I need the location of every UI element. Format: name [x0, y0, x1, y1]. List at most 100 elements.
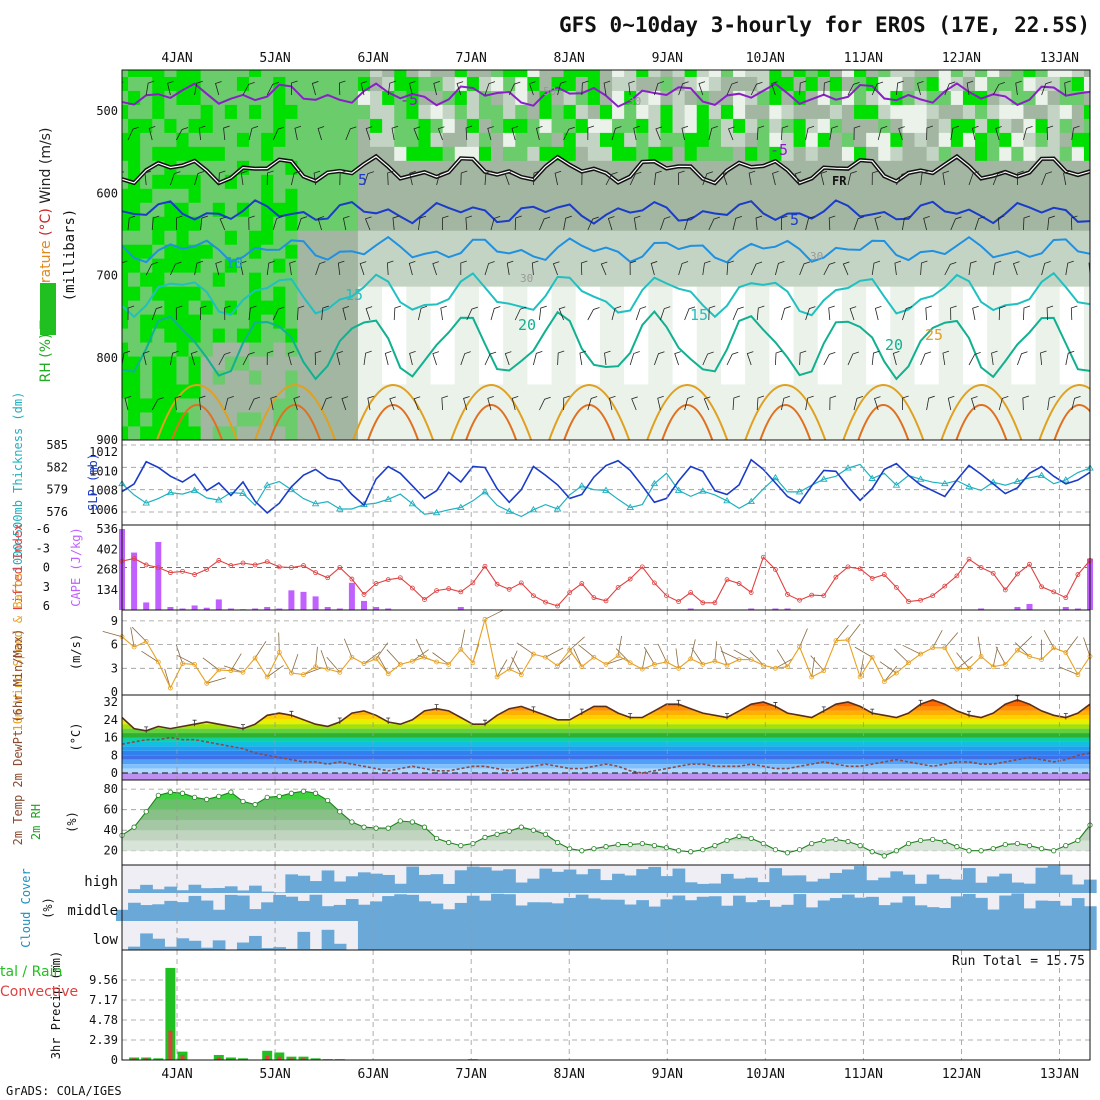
rh-cell	[176, 202, 190, 218]
thickness-marker	[481, 488, 489, 495]
upper-wind-barb	[698, 81, 706, 96]
rh-cell	[878, 384, 891, 400]
wind-barb	[643, 646, 655, 665]
rh-cell	[1011, 118, 1025, 134]
rh-cell	[406, 356, 420, 372]
upper-wind-barb	[871, 260, 881, 276]
rh-cell	[478, 70, 492, 78]
upper-wind-barb	[587, 396, 598, 411]
rh-cell	[902, 286, 916, 302]
rh-cell	[708, 202, 722, 218]
rh-cell	[926, 300, 940, 316]
wind-barb	[879, 661, 897, 674]
rh-cell	[122, 216, 129, 232]
temp-ylabel-unit: (°C)	[69, 723, 83, 752]
rh-cell	[975, 146, 988, 162]
rh-cell	[430, 174, 444, 190]
rh-cell	[357, 230, 371, 246]
rh-marker	[760, 840, 766, 847]
rh-cell	[575, 188, 589, 204]
rh-marker	[603, 844, 609, 850]
rh-cell	[781, 132, 795, 148]
upper-wind-barb	[487, 126, 494, 141]
temp-line	[121, 698, 1091, 732]
rh-cell	[1047, 132, 1061, 148]
wind-barb	[995, 646, 1006, 665]
rh-cell	[890, 258, 904, 274]
rh-cell	[418, 202, 432, 218]
rh-cell	[140, 286, 153, 302]
lifted-index-marker	[724, 577, 730, 583]
rh-cell	[793, 118, 807, 134]
rh-cell	[938, 132, 952, 148]
rh-cell	[539, 132, 553, 148]
upper-wind-barb	[363, 350, 372, 366]
rh-cell	[1035, 272, 1049, 288]
precip-convective-bar	[144, 1058, 149, 1060]
rh-cell	[854, 174, 867, 190]
rh-cell	[563, 76, 577, 92]
rh-cell	[406, 70, 420, 78]
rh-marker	[724, 837, 730, 844]
upper-wind-barb	[198, 395, 206, 411]
rh-cell	[684, 342, 698, 358]
rh-cell	[926, 356, 940, 372]
rh-cell	[999, 412, 1012, 428]
wind-barb	[944, 632, 959, 649]
cape-bar	[131, 552, 138, 610]
rh-cell	[382, 300, 395, 316]
rh-marker	[518, 824, 524, 830]
rh-cell	[1059, 104, 1073, 120]
rh-cell	[1071, 384, 1085, 400]
rh-cell	[122, 258, 129, 274]
rh-cell	[261, 70, 274, 78]
rh-cell	[950, 384, 964, 400]
upper-wind-barb	[799, 80, 807, 96]
rh-cell	[636, 76, 649, 92]
cloud-cover-bar	[1071, 884, 1085, 893]
wind-barb	[675, 648, 679, 669]
rh-cell	[720, 300, 734, 316]
rh-cell	[612, 328, 625, 344]
isotherm-25-arch	[450, 384, 533, 440]
rh-cell	[975, 76, 988, 92]
rh-cell	[321, 76, 335, 92]
rh-cell	[648, 244, 662, 260]
rh-marker	[966, 848, 972, 854]
rh-cell	[648, 286, 662, 302]
rh-cell	[128, 146, 141, 162]
rh-cell	[321, 258, 335, 274]
wind-speed-marker	[470, 660, 476, 666]
rh-cell	[890, 132, 904, 148]
temp-minmax-bar	[434, 704, 439, 711]
lifted-index-marker	[458, 589, 464, 595]
rh-cell	[406, 286, 420, 302]
date-label-bottom: 13JAN	[1040, 1067, 1079, 1082]
rh-cell	[672, 398, 686, 414]
rh-cell	[357, 244, 371, 260]
rh-cell	[733, 118, 746, 134]
upper-wind-barb	[1071, 395, 1081, 411]
rh-cell	[1083, 90, 1090, 106]
cloud-cover-bar	[370, 921, 383, 950]
y-tick-label: 134	[96, 583, 118, 597]
rh-cell	[430, 356, 444, 372]
rh-cell	[515, 132, 528, 148]
date-label-bottom: 7JAN	[455, 1067, 486, 1082]
cloud-cover-bar	[914, 921, 928, 950]
cloud-cover-bar	[757, 882, 770, 893]
rh-cell	[442, 188, 456, 204]
cloud-cover-bar	[333, 904, 347, 921]
rh-cell	[297, 272, 311, 288]
thickness-marker	[602, 486, 610, 493]
rh-cell	[817, 146, 831, 162]
rh-cell	[962, 412, 976, 428]
rh-cell	[733, 272, 746, 288]
cloud-cover-bar	[878, 905, 891, 921]
rh-cell	[950, 132, 964, 148]
rh-cell	[938, 174, 952, 190]
upper-wind-barb	[345, 126, 357, 141]
rh-cell	[914, 202, 928, 218]
rh-cell	[491, 258, 504, 274]
upper-wind-barb	[874, 216, 882, 231]
